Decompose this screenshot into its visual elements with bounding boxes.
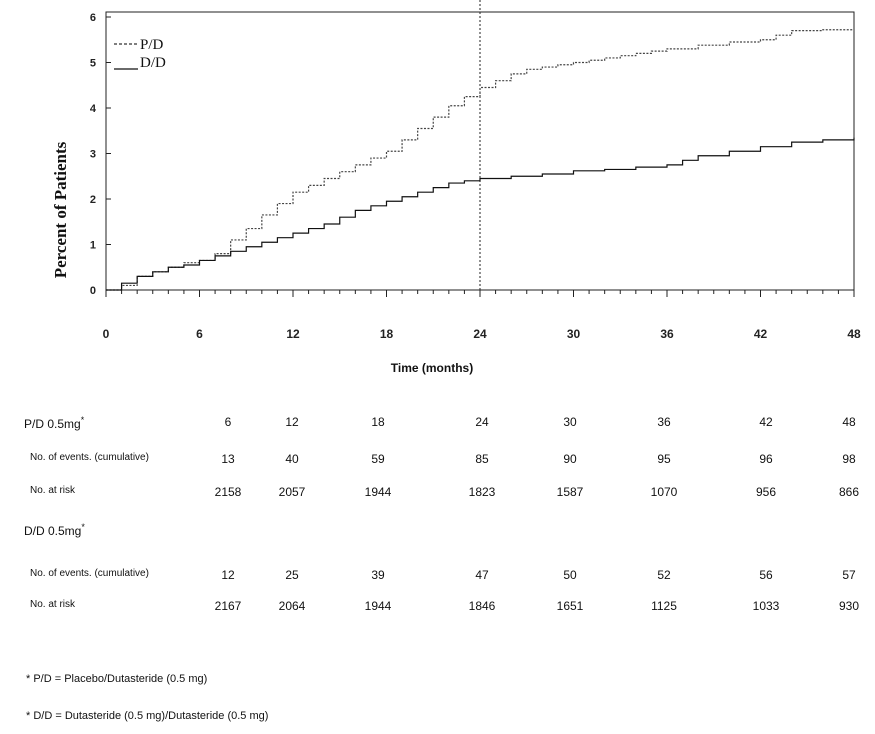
y-tick-label: 3	[90, 149, 96, 161]
y-tick-label: 2	[90, 194, 96, 206]
table-cell: 39	[371, 568, 385, 582]
dd-events-row: No. of events. (cumulative) 12 25 39 47 50 52…	[0, 568, 875, 588]
pd-at-risk-label: No. at risk	[30, 485, 76, 496]
table-cell: 1033	[752, 599, 780, 613]
dd-header-row: D/D 0.5mg*	[0, 522, 875, 542]
pd-at-risk-row: No. at risk 2158 2057 1944 1823 1587 1070 956 8…	[0, 485, 875, 505]
table-cell: 18	[371, 415, 385, 429]
series-pd-line	[106, 28, 855, 291]
y-tick-label: 1	[90, 240, 96, 252]
legend: P/D D/D	[114, 37, 166, 71]
y-axis-label: Percent of Patients	[51, 141, 70, 278]
plot-frame	[105, 0, 855, 291]
series-layer	[106, 28, 855, 291]
table-cell: 98	[842, 452, 856, 466]
table-cell: 30	[563, 415, 577, 429]
x-axis: 0 6 12 18 24 30 36 42 48	[103, 290, 861, 341]
x-tick-label: 36	[660, 327, 674, 341]
table-cell: 52	[657, 568, 671, 582]
table-cell: 866	[838, 485, 860, 499]
x-tick-label: 18	[380, 327, 394, 341]
dd-at-risk-label: No. at risk	[30, 599, 76, 610]
table-cell: 36	[657, 415, 671, 429]
table-cell: 96	[759, 452, 773, 466]
table-cell: 90	[563, 452, 577, 466]
series-dd-line	[106, 137, 855, 291]
table-cell: 24	[475, 415, 489, 429]
pd-header-row: P/D 0.5mg* 6 12 18 24 30 36 42 48	[0, 415, 875, 435]
table-cell: 12	[221, 568, 235, 582]
table-cell: 40	[285, 452, 299, 466]
y-axis: 0 1 2 3 4 5 6	[90, 12, 111, 297]
table-cell: 50	[563, 568, 577, 582]
table-cell: 2167	[214, 599, 242, 613]
table-cell: 85	[475, 452, 489, 466]
x-tick-label: 6	[196, 327, 203, 341]
table-cell: 25	[285, 568, 299, 582]
table-cell: 1587	[556, 485, 584, 499]
table-cell: 1846	[468, 599, 496, 613]
table-cell: 1944	[364, 599, 392, 613]
table-cell: 47	[475, 568, 489, 582]
x-tick-label: 48	[847, 327, 861, 341]
table-cell: 956	[755, 485, 777, 499]
x-tick-label: 0	[103, 327, 110, 341]
table-cell: 48	[842, 415, 856, 429]
table-cell: 1944	[364, 485, 392, 499]
table-cell: 59	[371, 452, 385, 466]
table-cell: 2064	[278, 599, 306, 613]
table-cell: 12	[285, 415, 299, 429]
footnote-dd: * D/D = Dutasteride (0.5 mg)/Dutasteride…	[26, 710, 269, 722]
table-cell: 56	[759, 568, 773, 582]
table-cell: 57	[842, 568, 856, 582]
table-cell: 2158	[214, 485, 242, 499]
table-cell: 95	[657, 452, 671, 466]
footnote-pd: * P/D = Placebo/Dutasteride (0.5 mg)	[26, 673, 208, 685]
table-cell: 1125	[651, 599, 677, 613]
pd-group-label: P/D 0.5mg*	[24, 415, 85, 431]
pd-events-label: No. of events. (cumulative)	[30, 452, 149, 463]
table-cell: 6	[224, 415, 232, 429]
y-tick-label: 4	[90, 103, 97, 115]
table-cell: 930	[838, 599, 860, 613]
table-cell: 13	[221, 452, 235, 466]
table-cell: 1070	[650, 485, 678, 499]
y-tick-label: 6	[90, 12, 96, 24]
x-axis-label: Time (months)	[391, 361, 473, 375]
dd-at-risk-row: No. at risk 2167 2064 1944 1846 1651 1125 1033…	[0, 599, 875, 619]
table-cell: 42	[759, 415, 773, 429]
table-cell: 2057	[278, 485, 306, 499]
table-cell: 1651	[556, 599, 584, 613]
pd-events-row: No. of events. (cumulative) 13 40 59 85 90 95…	[0, 452, 875, 472]
legend-label-pd: P/D	[140, 37, 164, 53]
dd-group-label: D/D 0.5mg*	[24, 522, 85, 538]
x-tick-label: 42	[754, 327, 768, 341]
table-cell: 1823	[468, 485, 496, 499]
dd-events-label: No. of events. (cumulative)	[30, 568, 149, 579]
y-tick-label: 0	[90, 285, 96, 297]
x-tick-label: 12	[286, 327, 300, 341]
x-tick-label: 24	[473, 327, 487, 341]
x-tick-label: 30	[567, 327, 581, 341]
y-tick-label: 5	[90, 58, 96, 70]
legend-label-dd: D/D	[140, 55, 166, 71]
